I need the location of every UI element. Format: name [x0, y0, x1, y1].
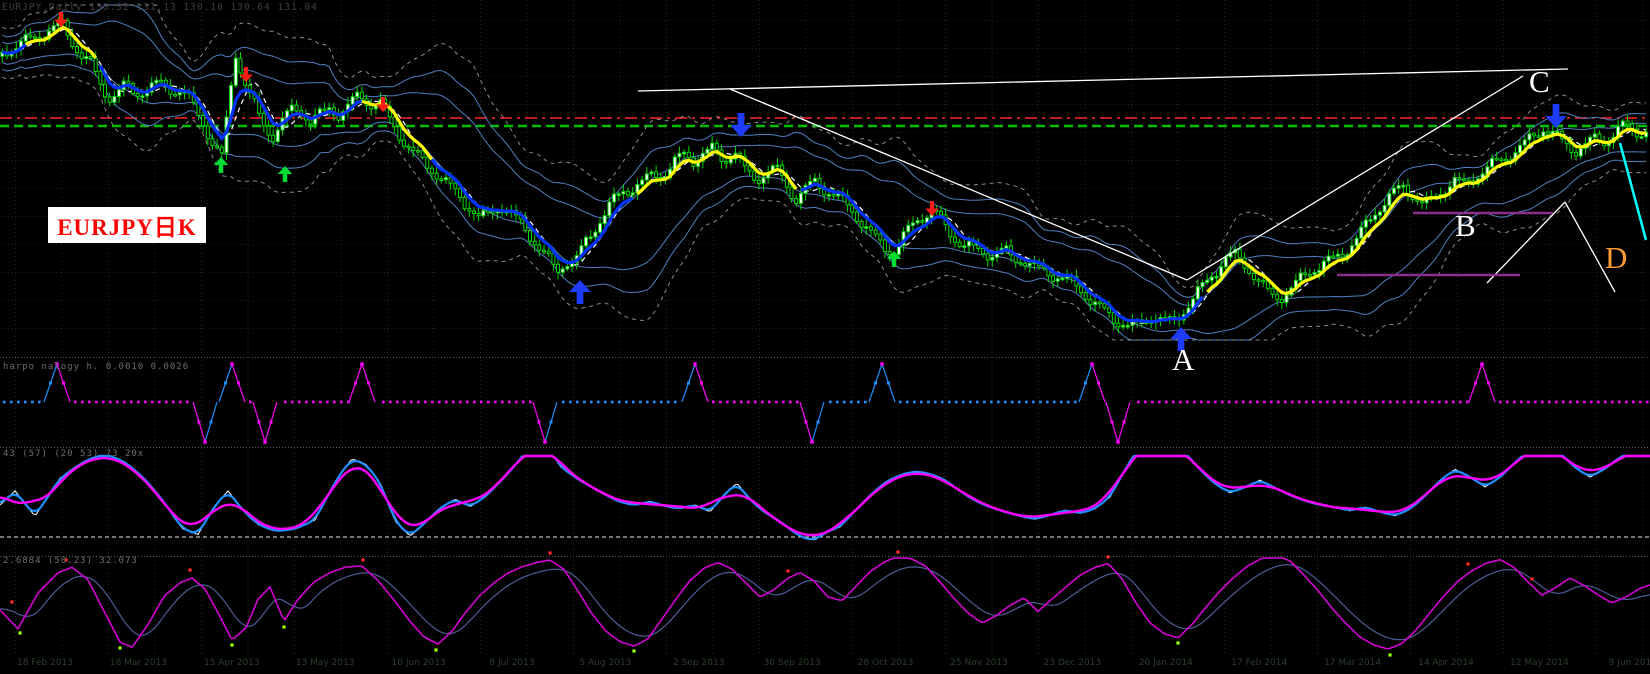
date-label: 8 Jul 2013	[489, 658, 535, 668]
date-label: 13 May 2013	[295, 658, 355, 668]
annotation-letter-a: A	[1172, 342, 1195, 377]
annotation-letter-d: D	[1605, 240, 1628, 275]
date-label: 15 Apr 2013	[203, 658, 260, 668]
date-label: 20 Jan 2014	[1138, 658, 1193, 668]
panel2-indicator-label: 43 (57) (20 53) 73 20x	[3, 449, 145, 459]
date-label: 18 Mar 2013	[109, 658, 167, 668]
symbol-label: EURJPY日K	[48, 207, 206, 243]
date-label: 25 Nov 2013	[950, 658, 1008, 668]
date-label: 14 Apr 2014	[1418, 658, 1474, 668]
date-axis: 18 Feb 2013 18 Mar 2013 15 Apr 2013 13 May …	[0, 658, 1650, 672]
ohlc-quote-line: EURJPY,Daily 130.32 131.13 130.10 130.64…	[2, 2, 318, 13]
date-label: 28 Oct 2013	[857, 658, 914, 668]
date-label: 17 Feb 2014	[1231, 658, 1288, 668]
panel3-indicator-label: 2.6884 (50.23) 32.073	[3, 556, 138, 566]
date-label: 5 Aug 2013	[579, 658, 632, 668]
date-label: 30 Sep 2013	[763, 658, 821, 668]
date-label: 9 Jun 2014	[1608, 658, 1650, 668]
date-label: 23 Dec 2013	[1043, 658, 1102, 668]
annotation-letter-c: C	[1529, 64, 1550, 99]
annotation-letter-b: B	[1455, 208, 1476, 243]
panel1-indicator-label: harpo nalogy h. 0.0010 0.0026	[3, 362, 190, 372]
date-label: 17 Mar 2014	[1324, 658, 1382, 668]
date-label: 2 Sep 2013	[673, 658, 725, 668]
date-label: 18 Feb 2013	[16, 658, 74, 668]
date-label: 12 May 2014	[1510, 658, 1569, 668]
date-label: 10 Jun 2013	[391, 658, 446, 668]
